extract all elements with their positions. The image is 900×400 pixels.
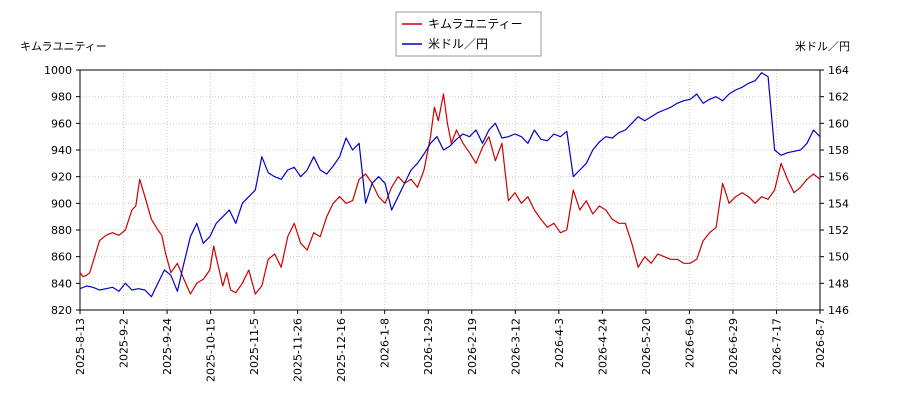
x-tick-label: 2026-4-24 (596, 318, 609, 375)
right-tick-label: 148 (828, 277, 849, 290)
left-tick-label: 960 (51, 117, 72, 130)
x-tick-label: 2025-12-16 (335, 318, 348, 382)
right-axis-ticks: 146 148 150 152 154 156 158 160 162 164 (820, 64, 849, 317)
right-tick-label: 160 (828, 117, 849, 130)
left-axis-ticks: 820 840 860 880 900 920 940 960 980 1000 (44, 64, 80, 317)
left-tick-label: 900 (51, 197, 72, 210)
x-tick-label: 2025-8-13 (74, 318, 87, 375)
x-tick-label: 2026-1-8 (379, 318, 392, 368)
x-tick-label: 2025-11-26 (292, 318, 305, 382)
x-tick-label: 2026-6-29 (727, 318, 740, 375)
right-axis-title: 米ドル／円 (795, 40, 850, 53)
legend-label-usdjpy: 米ドル／円 (428, 37, 488, 51)
right-tick-label: 162 (828, 91, 849, 104)
x-tick-label: 2026-5-20 (640, 318, 653, 375)
right-tick-label: 150 (828, 251, 849, 264)
left-tick-label: 920 (51, 171, 72, 184)
series-line-1 (79, 72, 821, 298)
series-line-0 (79, 93, 821, 295)
plot-frame (79, 69, 821, 311)
left-tick-label: 1000 (44, 64, 72, 77)
x-tick-label: 2026-3-12 (509, 318, 522, 375)
x-tick-label: 2025-11-5 (248, 318, 261, 375)
right-tick-label: 156 (828, 171, 849, 184)
x-tick-label: 2025-10-15 (205, 318, 218, 382)
left-tick-label: 820 (51, 304, 72, 317)
left-tick-label: 880 (51, 224, 72, 237)
x-tick-label: 2026-1-29 (422, 318, 435, 375)
x-tick-label: 2025-9-2 (118, 318, 131, 368)
x-tick-label: 2026-2-19 (466, 318, 479, 375)
right-tick-label: 154 (828, 197, 849, 210)
x-axis-ticks: 2025-8-13 2025-9-2 2025-9-24 2025-10-15 2025… (74, 310, 827, 382)
x-tick-label: 2026-7-17 (770, 318, 783, 375)
grid (79, 69, 821, 311)
legend-box (395, 11, 542, 57)
x-tick-label: 2026-6-9 (683, 318, 696, 368)
x-tick-label: 2025-9-24 (161, 318, 174, 375)
left-tick-label: 940 (51, 144, 72, 157)
x-tick-label: 2026-8-7 (814, 318, 827, 368)
left-tick-label: 840 (51, 277, 72, 290)
left-axis-title: キムラユニティー (20, 40, 107, 53)
right-tick-label: 152 (828, 224, 849, 237)
right-tick-label: 158 (828, 144, 849, 157)
x-tick-label: 2026-4-3 (553, 318, 566, 368)
legend: キムラユニティー 米ドル／円 (395, 11, 542, 57)
legend-label-kimura: キムラユニティー (428, 17, 523, 31)
left-tick-label: 860 (51, 251, 72, 264)
right-tick-label: 164 (828, 64, 849, 77)
left-tick-label: 980 (51, 91, 72, 104)
series-layer (79, 72, 821, 298)
right-tick-label: 146 (828, 304, 849, 317)
